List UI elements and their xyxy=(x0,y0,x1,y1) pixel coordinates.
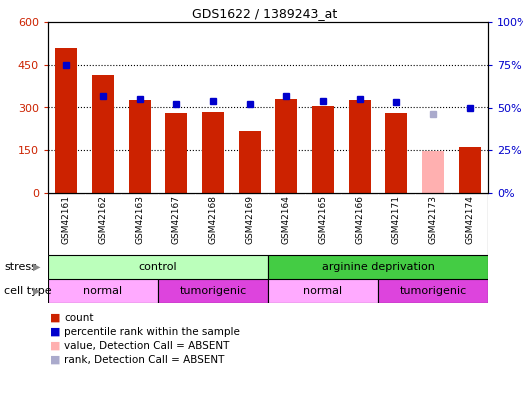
Text: tumorigenic: tumorigenic xyxy=(179,286,247,296)
Bar xyxy=(238,131,260,193)
Text: GSM42164: GSM42164 xyxy=(282,195,291,244)
Text: count: count xyxy=(64,313,94,323)
Bar xyxy=(378,279,488,303)
Text: GSM42163: GSM42163 xyxy=(135,195,144,244)
Text: GSM42171: GSM42171 xyxy=(392,195,401,244)
Text: ■: ■ xyxy=(50,355,61,365)
Bar xyxy=(158,279,268,303)
Bar xyxy=(92,75,114,193)
Text: ■: ■ xyxy=(50,327,61,337)
Text: control: control xyxy=(139,262,177,272)
Text: value, Detection Call = ABSENT: value, Detection Call = ABSENT xyxy=(64,341,230,351)
Text: arginine deprivation: arginine deprivation xyxy=(322,262,435,272)
Bar xyxy=(202,112,224,193)
Text: ▶: ▶ xyxy=(33,286,41,296)
Text: ▶: ▶ xyxy=(33,262,41,272)
Text: GDS1622 / 1389243_at: GDS1622 / 1389243_at xyxy=(192,7,338,20)
Text: GSM42174: GSM42174 xyxy=(465,195,474,244)
Text: GSM42166: GSM42166 xyxy=(355,195,364,244)
Bar xyxy=(48,279,158,303)
Bar xyxy=(422,151,444,193)
Bar xyxy=(312,106,334,193)
Text: GSM42173: GSM42173 xyxy=(428,195,438,244)
Text: ■: ■ xyxy=(50,341,61,351)
Bar xyxy=(275,99,298,193)
Bar xyxy=(349,100,371,193)
Bar xyxy=(165,113,187,193)
Text: percentile rank within the sample: percentile rank within the sample xyxy=(64,327,240,337)
Text: GSM42167: GSM42167 xyxy=(172,195,181,244)
Bar xyxy=(55,48,77,193)
Bar xyxy=(385,113,407,193)
Text: cell type: cell type xyxy=(4,286,52,296)
Text: rank, Detection Call = ABSENT: rank, Detection Call = ABSENT xyxy=(64,355,224,365)
Text: ■: ■ xyxy=(50,313,61,323)
Bar xyxy=(129,100,151,193)
Text: normal: normal xyxy=(303,286,343,296)
Text: GSM42165: GSM42165 xyxy=(319,195,327,244)
Text: GSM42169: GSM42169 xyxy=(245,195,254,244)
Bar xyxy=(459,147,481,193)
Text: GSM42168: GSM42168 xyxy=(209,195,218,244)
Text: normal: normal xyxy=(84,286,122,296)
Text: tumorigenic: tumorigenic xyxy=(400,286,467,296)
Text: GSM42162: GSM42162 xyxy=(98,195,108,244)
Bar xyxy=(268,279,378,303)
Text: GSM42161: GSM42161 xyxy=(62,195,71,244)
Bar xyxy=(48,255,268,279)
Bar xyxy=(268,255,488,279)
Text: stress: stress xyxy=(4,262,37,272)
